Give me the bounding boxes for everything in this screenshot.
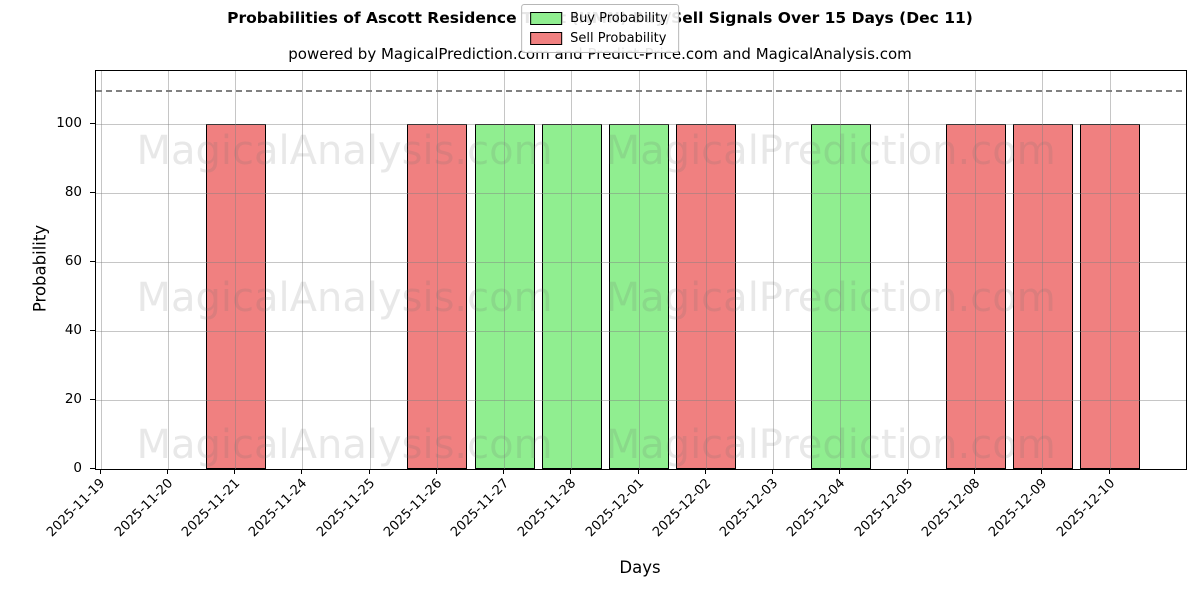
x-gridline <box>100 71 102 469</box>
x-axis-label: Days <box>619 558 661 577</box>
x-tick-label: 2025-12-08 <box>919 476 984 541</box>
y-tick-mark <box>90 122 95 124</box>
x-gridline <box>302 71 304 469</box>
legend-label: Sell Probability <box>570 31 667 46</box>
x-tick-label: 2025-12-10 <box>1053 476 1118 541</box>
watermark-prediction: MagicalPrediction.com <box>605 422 1056 469</box>
watermark-prediction: MagicalPrediction.com <box>605 274 1056 321</box>
y-gridline <box>96 400 1186 402</box>
y-tick-mark <box>90 260 95 262</box>
plot-area: MagicalAnalysis.com MagicalPrediction.com… <box>95 70 1187 470</box>
watermark-prediction: MagicalPrediction.com <box>605 127 1056 174</box>
y-gridline <box>96 124 1186 126</box>
x-tick-mark <box>704 469 706 474</box>
x-tick-label: 2025-11-19 <box>44 476 109 541</box>
bar-2025-12-01-buy <box>609 124 670 469</box>
x-tick-mark <box>435 469 437 474</box>
x-tick-label: 2025-11-24 <box>246 476 311 541</box>
y-axis-tick-labels: 0 20 40 60 80 100 <box>0 70 90 476</box>
y-tick-label: 100 <box>56 115 82 132</box>
x-tick-label: 2025-12-02 <box>650 476 715 541</box>
x-gridline <box>571 71 573 469</box>
chart-subtitle: powered by MagicalPrediction.com and Pre… <box>288 45 912 63</box>
y-tick-label: 0 <box>73 460 82 476</box>
y-tick-label: 40 <box>64 322 82 339</box>
legend-swatch-buy <box>530 12 563 25</box>
x-tick-label: 2025-11-26 <box>380 476 445 541</box>
x-tick-mark <box>637 469 639 474</box>
watermark-analysis: MagicalAnalysis.com <box>136 422 553 469</box>
x-tick-mark <box>906 469 908 474</box>
x-tick-mark <box>368 469 370 474</box>
y-tick-label: 60 <box>64 253 82 270</box>
x-tick-label: 2025-11-21 <box>179 476 244 541</box>
x-gridline <box>975 71 976 469</box>
x-tick-label: 2025-12-05 <box>851 476 916 541</box>
x-gridline <box>167 71 169 469</box>
x-tick-label: 2025-11-20 <box>111 476 176 541</box>
legend-swatch-sell <box>530 32 563 45</box>
y-gridline <box>96 331 1186 333</box>
bar-2025-12-09-sell <box>1012 124 1073 469</box>
y-tick-label: 80 <box>64 184 82 201</box>
bar-2025-12-02-sell <box>676 124 737 469</box>
y-tick-mark <box>90 398 95 400</box>
legend: Buy Probability Sell Probability <box>521 4 679 53</box>
x-gridline <box>436 71 438 469</box>
x-tick-label: 2025-11-27 <box>448 476 513 541</box>
y-gridline <box>96 193 1186 195</box>
x-tick-label: 2025-11-28 <box>515 476 580 541</box>
bar-2025-12-10-sell <box>1080 124 1141 469</box>
x-tick-mark <box>839 469 841 474</box>
x-gridline <box>1109 71 1111 469</box>
x-gridline <box>773 71 775 469</box>
x-gridline <box>369 71 371 469</box>
x-tick-mark <box>974 469 975 474</box>
x-gridline <box>638 71 640 469</box>
bar-2025-11-27-buy <box>474 124 535 469</box>
x-gridline <box>235 71 237 469</box>
x-tick-label: 2025-12-04 <box>784 476 849 541</box>
x-tick-mark <box>1108 469 1110 474</box>
y-tick-mark <box>90 329 95 331</box>
watermark-analysis: MagicalAnalysis.com <box>136 274 553 321</box>
x-tick-label: 2025-11-25 <box>313 476 378 541</box>
x-tick-mark <box>166 469 168 474</box>
x-tick-mark <box>1041 469 1043 474</box>
legend-item: Buy Probability <box>530 11 668 26</box>
y-tick-label: 20 <box>64 391 82 408</box>
x-tick-mark <box>772 469 774 474</box>
y-gridline <box>96 262 1186 264</box>
x-tick-label: 2025-12-01 <box>582 476 647 541</box>
x-gridline <box>705 71 707 469</box>
x-tick-mark <box>99 469 101 474</box>
y-tick-mark <box>90 467 95 469</box>
x-tick-label: 2025-12-03 <box>717 476 782 541</box>
x-tick-label: 2025-12-09 <box>986 476 1051 541</box>
x-tick-mark <box>570 469 572 474</box>
bar-2025-11-28-buy <box>541 124 602 469</box>
bar-2025-11-21-sell <box>205 124 266 469</box>
watermark-analysis: MagicalAnalysis.com <box>136 127 553 174</box>
x-tick-mark <box>503 469 505 474</box>
bar-2025-12-08-sell <box>945 124 1006 469</box>
bar-2025-11-26-sell <box>407 124 468 469</box>
threshold-dashed-line <box>96 89 1186 92</box>
x-gridline <box>504 71 506 469</box>
x-tick-mark <box>301 469 303 474</box>
x-tick-mark <box>234 469 236 474</box>
x-axis-tick-labels: 2025-11-19 2025-11-20 2025-11-21 2025-11-24… <box>45 473 1185 563</box>
y-tick-mark <box>90 191 95 193</box>
bar-2025-12-04-buy <box>810 124 871 469</box>
x-gridline <box>907 71 909 469</box>
legend-label: Buy Probability <box>570 11 668 26</box>
x-gridline <box>1042 71 1044 469</box>
legend-item: Sell Probability <box>530 31 668 46</box>
x-gridline <box>840 71 842 469</box>
